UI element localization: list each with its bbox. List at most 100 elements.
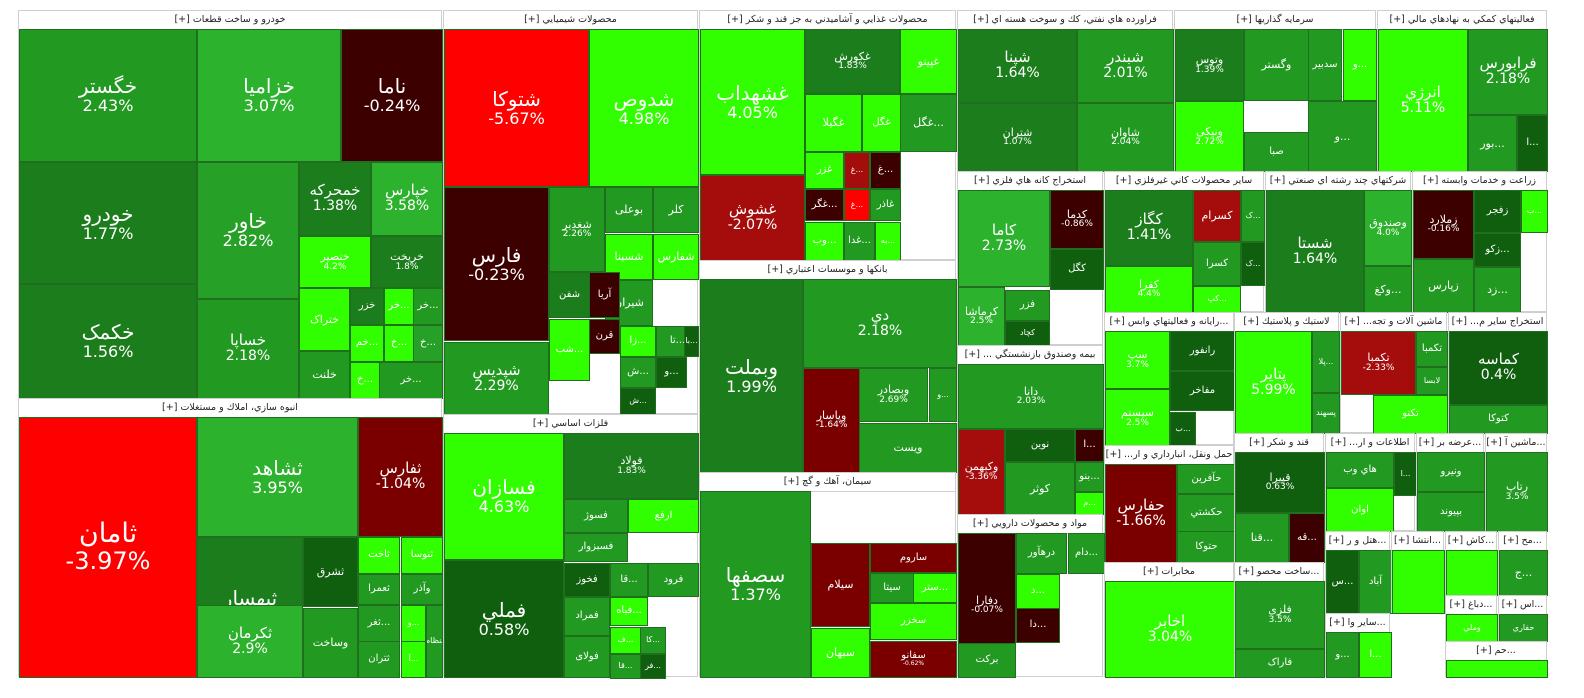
stock-tile[interactable]: ...پلا	[1312, 331, 1340, 393]
stock-tile[interactable]: ثشرق	[303, 537, 358, 607]
stock-tile[interactable]: ...خر	[379, 362, 443, 399]
stock-tile[interactable]: ثکرمان 2.9%	[197, 605, 303, 678]
stock-tile[interactable]: غشوش -2.07%	[700, 175, 805, 261]
stock-tile[interactable]: ...ف	[610, 627, 641, 654]
stock-tile[interactable]: ...ا	[1359, 632, 1392, 678]
stock-tile[interactable]: ...آ	[401, 641, 426, 678]
stock-tile[interactable]: شپنا 1.64%	[958, 29, 1077, 103]
stock-tile[interactable]: کلر	[653, 187, 699, 233]
stock-tile[interactable]: ...س	[1326, 550, 1359, 614]
sector-title[interactable]: محصولات غذايي و آشاميدني به جز قند و شكر…	[700, 11, 955, 30]
stock-tile[interactable]: فرابورس 2.18%	[1468, 29, 1548, 115]
stock-tile[interactable]: وآذر	[401, 574, 443, 605]
sector-title[interactable]: زراعت و خدمات وابسته [+]	[1413, 172, 1546, 191]
stock-tile[interactable]: فارس -0.23%	[444, 187, 549, 341]
stock-tile[interactable]: ...و	[401, 605, 426, 642]
stock-tile[interactable]: کماسه 0.4%	[1449, 331, 1548, 405]
stock-tile[interactable]: کچاد	[1005, 321, 1050, 346]
stock-tile[interactable]: وگستر	[1244, 29, 1309, 101]
stock-tile[interactable]: کوثر	[1005, 462, 1075, 515]
stock-tile[interactable]: تکمبا	[1416, 331, 1448, 367]
stock-tile[interactable]: غگل	[862, 94, 901, 152]
stock-tile[interactable]: ثنظام	[426, 605, 443, 678]
stock-tile[interactable]: شاوان 2.04%	[1077, 103, 1174, 172]
stock-tile[interactable]: هاي وب	[1326, 452, 1394, 488]
stock-tile[interactable]: حآفرين	[1177, 464, 1236, 494]
stock-tile[interactable]: غاذر	[870, 189, 901, 221]
stock-tile[interactable]: فملي 0.58%	[444, 560, 564, 678]
sector-title[interactable]: فلزات اساسي [+]	[444, 415, 697, 434]
stock-tile[interactable]: ...قه	[1289, 513, 1325, 563]
stock-tile[interactable]: قپیرا 0.63%	[1235, 452, 1325, 513]
stock-tile[interactable]	[1392, 550, 1445, 614]
stock-tile[interactable]: خودرو 1.77%	[19, 162, 197, 284]
stock-tile[interactable]: دي 2.18%	[803, 279, 957, 368]
stock-tile[interactable]: فسوژ	[564, 499, 628, 533]
stock-tile[interactable]: پتاير 5.99%	[1235, 331, 1312, 434]
stock-tile[interactable]: ...زد	[1474, 267, 1521, 313]
stock-tile[interactable]: ...ستر	[913, 573, 957, 603]
stock-tile[interactable]	[1446, 550, 1498, 596]
stock-tile[interactable]: رانفور	[1170, 331, 1235, 371]
stock-tile[interactable]: شغدیر 2.26%	[549, 187, 605, 272]
stock-tile[interactable]: اخابر 3.04%	[1105, 581, 1235, 678]
stock-tile[interactable]: فزر	[1005, 290, 1050, 321]
stock-tile[interactable]: ...قا	[610, 563, 648, 597]
stock-tile[interactable]: ...قا	[610, 654, 641, 679]
stock-tile[interactable]: شستا 1.64%	[1266, 190, 1364, 313]
sector-title[interactable]: مواد و محصولات دارويي [+]	[958, 515, 1102, 534]
stock-tile[interactable]: کفرا 4.4%	[1105, 266, 1193, 313]
stock-tile[interactable]: شبندر 2.01%	[1077, 29, 1174, 103]
stock-tile[interactable]: وصندوق 4.0%	[1364, 190, 1412, 266]
sector-title[interactable]: اطلاعات و ار... [+]	[1326, 434, 1414, 453]
stock-tile[interactable]: ثفارس -1.04%	[358, 417, 443, 537]
stock-tile[interactable]: ...غگر	[805, 189, 844, 221]
stock-tile[interactable]: آباد	[1359, 550, 1392, 614]
stock-tile[interactable]: سصفها 1.37%	[700, 491, 811, 678]
stock-tile[interactable]: صبا	[1244, 132, 1309, 172]
stock-tile[interactable]: خکمک 1.56%	[19, 284, 197, 399]
stock-tile[interactable]	[1446, 660, 1548, 678]
stock-tile[interactable]: ...ج	[1499, 550, 1548, 596]
stock-tile[interactable]: غشهداب 4.05%	[700, 29, 805, 175]
stock-tile[interactable]: ثاخت	[358, 537, 400, 574]
stock-tile[interactable]: سيتا	[870, 573, 914, 603]
stock-tile[interactable]: ...شب	[549, 319, 590, 381]
stock-tile[interactable]: برکت	[958, 643, 1016, 678]
stock-tile[interactable]: کدما -0.86%	[1050, 190, 1104, 249]
stock-tile[interactable]: خنصیر 4.2%	[299, 236, 371, 288]
stock-tile[interactable]: ...خ	[413, 325, 443, 362]
stock-tile[interactable]: فلزی 3.5%	[1235, 581, 1325, 649]
stock-tile[interactable]: ...د	[1016, 574, 1060, 609]
sector-title[interactable]: ...انتشا [+]	[1392, 532, 1443, 551]
stock-tile[interactable]: ثنوسا	[401, 537, 443, 574]
stock-tile[interactable]: وپاسار -1.64%	[803, 368, 860, 473]
stock-tile[interactable]: زپارس	[1413, 259, 1474, 313]
stock-tile[interactable]: ...با	[684, 326, 699, 357]
stock-tile[interactable]: ...خ	[384, 325, 414, 362]
stock-tile[interactable]: غگیلا	[805, 94, 862, 152]
stock-tile[interactable]: کتوکا	[1449, 405, 1548, 434]
stock-tile[interactable]: ارفع	[628, 499, 699, 533]
stock-tile[interactable]: ...و	[656, 357, 687, 388]
stock-tile[interactable]: ...ا	[1394, 452, 1417, 496]
sector-title[interactable]: استخراج ساير م... [+]	[1449, 313, 1546, 332]
sector-title[interactable]: ماشين آلات و تجه... [+]	[1341, 313, 1446, 332]
stock-tile[interactable]: ...غ	[870, 152, 901, 189]
stock-tile[interactable]: وتوس 1.39%	[1175, 29, 1244, 101]
stock-tile[interactable]: ...ب	[1170, 412, 1196, 447]
stock-tile[interactable]: ونیکی 2.72%	[1175, 101, 1244, 173]
stock-tile[interactable]: ثامان -3.97%	[19, 417, 197, 678]
stock-tile[interactable]: ...خ	[350, 362, 380, 399]
stock-tile[interactable]: کرماشا 2.5%	[958, 287, 1005, 346]
sector-title[interactable]: ...حم [+]	[1446, 642, 1546, 661]
stock-tile[interactable]: ...ثغر	[358, 605, 400, 642]
stock-tile[interactable]: وبصادر 2.69%	[859, 368, 928, 422]
stock-tile[interactable]: سدبير	[1308, 29, 1342, 101]
stock-tile[interactable]: بوعلی	[605, 187, 653, 233]
stock-tile[interactable]: ناما -0.24%	[341, 29, 443, 162]
sector-title[interactable]: لاستيك و پلاستيك [+]	[1235, 313, 1338, 332]
stock-tile[interactable]: ...بور	[1468, 115, 1517, 172]
stock-tile[interactable]: ...دام	[1068, 533, 1105, 574]
stock-tile[interactable]: خاور 2.82%	[197, 162, 299, 299]
